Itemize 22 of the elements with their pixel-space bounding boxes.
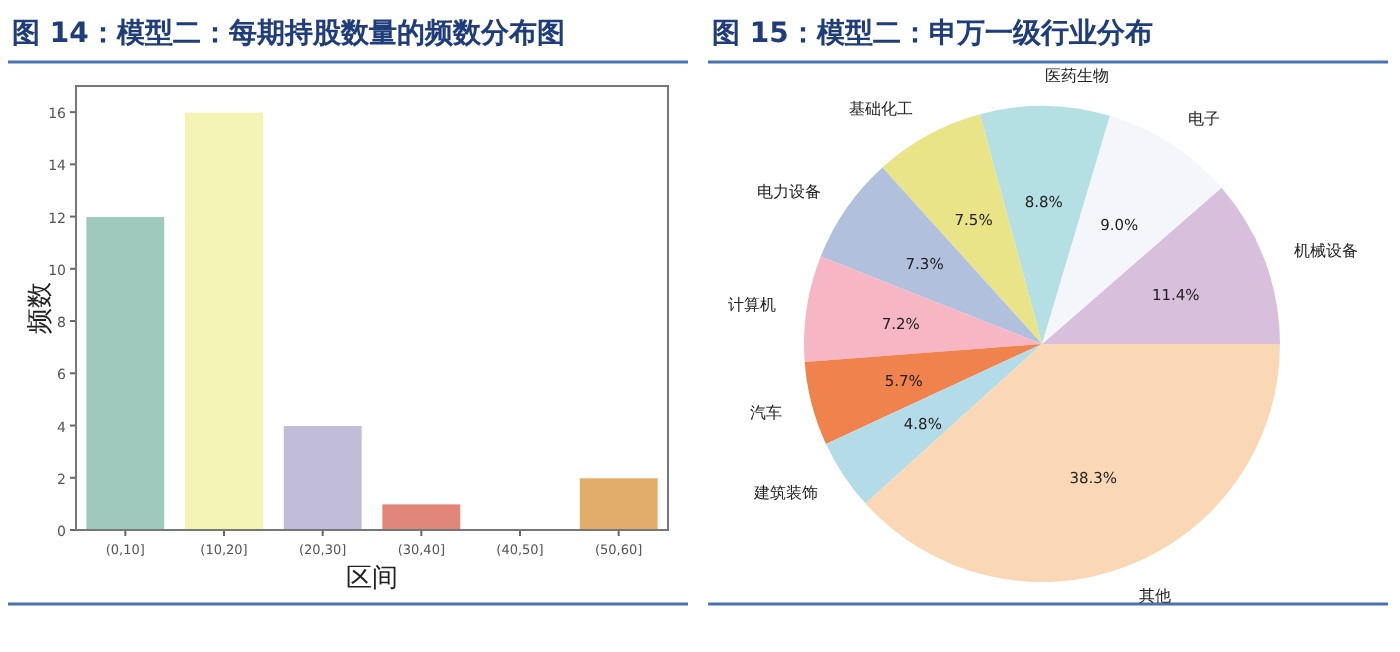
bar: [184, 111, 264, 531]
slice-label: 建筑装饰: [751, 484, 818, 503]
slice-label: 计算机: [728, 295, 777, 314]
slice-label: 机械设备: [1293, 241, 1358, 260]
chart-title: 图 15：模型二：申万一级行业分布: [712, 18, 1153, 50]
slice-label: 其他: [1138, 586, 1171, 605]
slice-label: 汽车: [749, 403, 782, 422]
slice-label: 医药生物: [1045, 67, 1110, 86]
pie-slice: [804, 344, 1042, 444]
y-axis-title: 频数: [26, 282, 56, 334]
bar: [381, 503, 462, 531]
chart-title: 图 14：模型二：每期持股数量的频数分布图: [12, 18, 565, 50]
bar: [282, 425, 363, 531]
pie-slice: [826, 344, 1042, 504]
slice-label: 电力设备: [757, 182, 821, 201]
slice-label: 基础化工: [849, 99, 914, 118]
pie-slice: [865, 344, 1280, 582]
bar: [85, 216, 166, 531]
pie-slice: [804, 256, 1042, 362]
slice-label: 电子: [1187, 109, 1220, 128]
bar: [578, 477, 659, 531]
x-axis-title: 区间: [346, 564, 398, 594]
